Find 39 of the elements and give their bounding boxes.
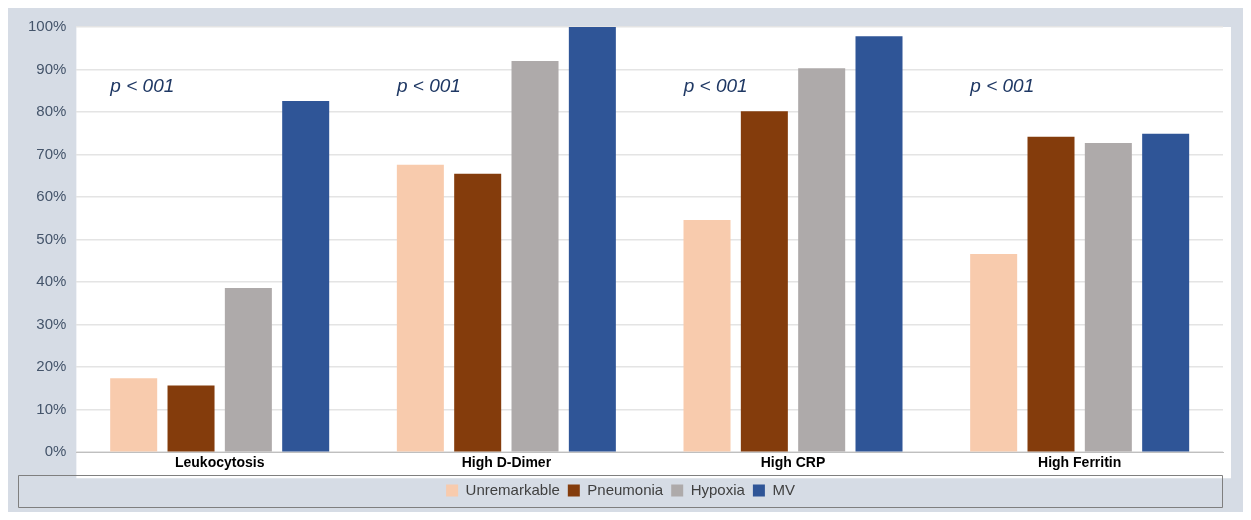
bar xyxy=(1027,136,1075,452)
legend-label: MV xyxy=(772,480,795,498)
bar xyxy=(396,164,444,452)
y-tick-label: 60% xyxy=(36,187,67,205)
y-tick-label: 20% xyxy=(36,357,67,375)
x-tick-label: High Ferritin xyxy=(1038,454,1122,471)
y-tick-label: 100% xyxy=(27,17,67,35)
annotation: p < 001 xyxy=(109,74,175,96)
bar xyxy=(110,378,158,452)
legend-label: Pneumonia xyxy=(587,480,664,498)
y-tick-label: 90% xyxy=(36,59,67,77)
bar xyxy=(224,288,272,452)
x-tick-label: High CRP xyxy=(760,454,826,471)
bar xyxy=(970,254,1018,452)
y-tick-label: 40% xyxy=(36,272,67,290)
bar xyxy=(511,61,559,452)
annotation: p < 001 xyxy=(969,74,1035,96)
y-tick-label: 30% xyxy=(36,314,67,332)
bar xyxy=(282,100,330,452)
annotation: p < 001 xyxy=(395,74,461,96)
y-tick-label: 0% xyxy=(44,442,67,460)
bar xyxy=(1142,133,1190,452)
bar xyxy=(1084,143,1132,452)
y-tick-label: 10% xyxy=(36,399,67,417)
legend-label: Hypoxia xyxy=(690,480,746,498)
y-tick-label: 80% xyxy=(36,102,67,120)
legend-label: Unremarkable xyxy=(465,480,560,498)
bar xyxy=(568,27,616,452)
bar xyxy=(167,385,215,452)
x-tick-label: High D-Dimer xyxy=(461,454,552,471)
bar xyxy=(454,173,502,452)
bar xyxy=(855,36,903,452)
bar xyxy=(683,220,731,452)
y-tick-label: 50% xyxy=(36,229,67,247)
bar xyxy=(798,68,846,452)
bar xyxy=(740,111,788,452)
annotation: p < 001 xyxy=(682,74,748,96)
y-tick-label: 70% xyxy=(36,144,67,162)
x-tick-label: Leukocytosis xyxy=(174,454,265,471)
